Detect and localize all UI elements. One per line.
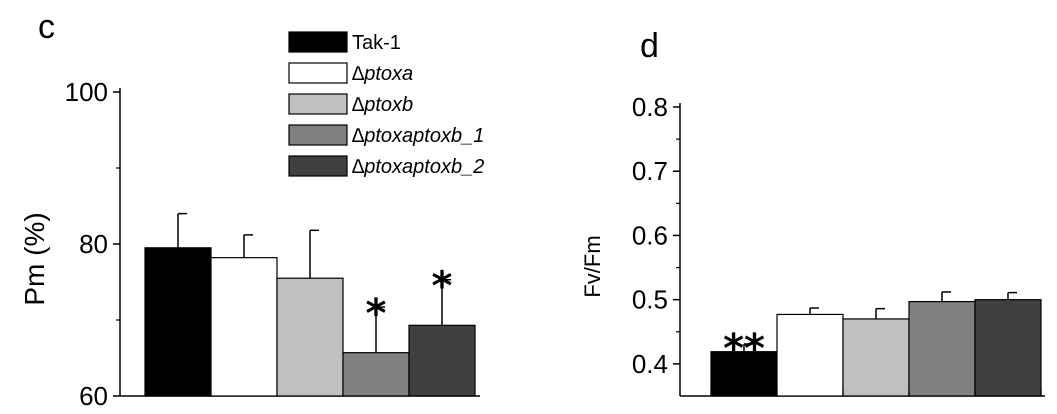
y-tick-label: 80 — [79, 229, 108, 259]
y-tick-label: 60 — [79, 381, 108, 411]
panel-letter: c — [38, 8, 55, 46]
y-tick-label: 0.6 — [632, 220, 668, 250]
y-tick-label: 100 — [65, 77, 108, 107]
legend-label: ∆ptoxa — [352, 63, 413, 85]
significance-mark: * — [366, 291, 387, 337]
legend-label: ∆ptoxb — [352, 94, 413, 116]
legend-label: ∆ptoxaptoxb_1 — [352, 125, 484, 147]
bar-5 — [408, 324, 476, 397]
legend-swatch — [288, 124, 348, 146]
legend-swatch — [288, 31, 348, 53]
y-axis-title: Pm (%) — [19, 212, 50, 305]
bar-4 — [908, 300, 976, 397]
bar-1 — [144, 247, 212, 397]
legend: Tak-1 ∆ptoxa ∆ptoxb ∆ptoxaptoxb_1 ∆ptoxaptox… — [288, 31, 484, 178]
panel-letter: d — [640, 27, 659, 65]
bar-3 — [276, 277, 344, 397]
legend-swatch — [288, 155, 348, 177]
bar-2 — [776, 313, 844, 397]
bar-3 — [842, 318, 910, 397]
panel-d: d 0.4 0.5 0.6 0.7 0.8 Fv/Fm ** — [580, 27, 1045, 397]
bar-4 — [342, 352, 410, 397]
y-tick-label: 0.5 — [632, 285, 668, 315]
legend-label: ∆ptoxaptoxb_2 — [352, 156, 484, 178]
significance-mark: ** — [723, 326, 765, 372]
bar-5 — [974, 299, 1042, 397]
y-tick-label: 0.7 — [632, 156, 668, 186]
legend-swatch — [288, 62, 348, 84]
y-axis-title: Fv/Fm — [580, 235, 605, 297]
y-tick-label: 0.4 — [632, 349, 668, 379]
legend-swatch — [288, 93, 348, 115]
legend-label: Tak-1 — [352, 32, 401, 54]
significance-mark: * — [432, 264, 453, 310]
y-tick-label: 0.8 — [632, 92, 668, 122]
bar-2 — [210, 257, 278, 397]
panel-c: c 60 80 100 Pm (%) * * — [19, 8, 480, 411]
